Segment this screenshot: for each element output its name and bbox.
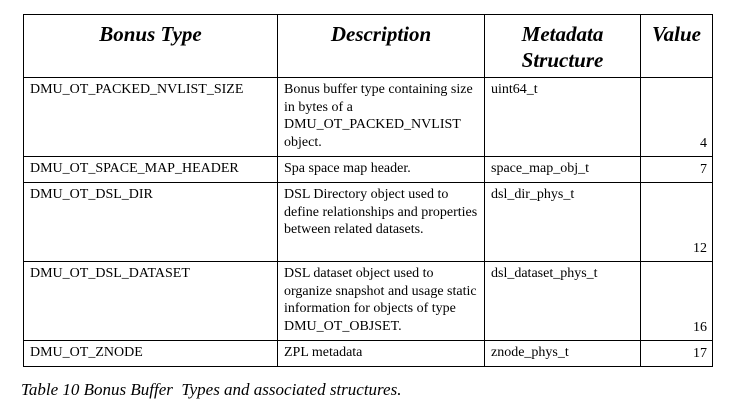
bonus-types-table: Bonus Type Description Metadata Structur… [23, 14, 713, 367]
cell-value: 12 [640, 182, 713, 262]
cell-value: 17 [640, 340, 713, 367]
header-row: Bonus Type Description Metadata Structur… [23, 14, 713, 78]
cell-value: 7 [640, 156, 713, 183]
cell-bonus-type: DMU_OT_PACKED_NVLIST_SIZE [23, 77, 278, 157]
header-metadata-structure: Metadata Structure [484, 14, 641, 78]
cell-description: Spa space map header. [277, 156, 485, 183]
cell-bonus-type: DMU_OT_ZNODE [23, 340, 278, 367]
cell-metadata-structure: znode_phys_t [484, 340, 641, 367]
header-description: Description [277, 14, 485, 78]
table-caption: Table 10 Bonus Buffer Types and associat… [21, 380, 402, 399]
cell-metadata-structure: uint64_t [484, 77, 641, 157]
table-row: DMU_OT_PACKED_NVLIST_SIZE Bonus buffer t… [23, 77, 713, 157]
cell-description: DSL Directory object used to define rela… [277, 182, 485, 262]
table-row: DMU_OT_SPACE_MAP_HEADER Spa space map he… [23, 156, 713, 183]
cell-bonus-type: DMU_OT_DSL_DIR [23, 182, 278, 262]
cell-description: ZPL metadata [277, 340, 485, 367]
cell-metadata-structure: dsl_dir_phys_t [484, 182, 641, 262]
table-row: DMU_OT_DSL_DATASET DSL dataset object us… [23, 261, 713, 341]
cell-value: 4 [640, 77, 713, 157]
header-bonus-type: Bonus Type [23, 14, 278, 78]
cell-metadata-structure: dsl_dataset_phys_t [484, 261, 641, 341]
cell-value: 16 [640, 261, 713, 341]
table-row: DMU_OT_ZNODE ZPL metadata znode_phys_t 1… [23, 340, 713, 367]
cell-bonus-type: DMU_OT_SPACE_MAP_HEADER [23, 156, 278, 183]
table-row: DMU_OT_DSL_DIR DSL Directory object used… [23, 182, 713, 262]
cell-description: DSL dataset object used to organize snap… [277, 261, 485, 341]
cell-metadata-structure: space_map_obj_t [484, 156, 641, 183]
cell-description: Bonus buffer type containing size in byt… [277, 77, 485, 157]
header-value: Value [640, 14, 713, 78]
cell-bonus-type: DMU_OT_DSL_DATASET [23, 261, 278, 341]
